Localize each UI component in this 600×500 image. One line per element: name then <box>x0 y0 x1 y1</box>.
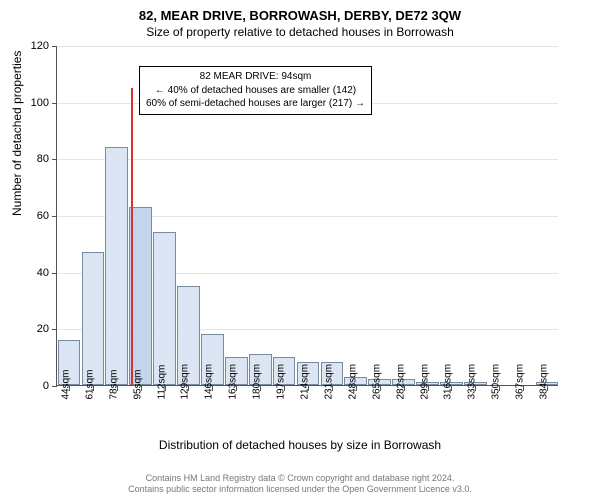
attribution-footer: Contains HM Land Registry data © Crown c… <box>0 473 600 496</box>
y-tick-label: 60 <box>9 210 49 222</box>
x-axis-title: Distribution of detached houses by size … <box>0 438 600 452</box>
histogram-chart: 02040608010012044sqm61sqm78sqm95sqm112sq… <box>56 46 576 416</box>
y-tick-mark <box>52 103 57 104</box>
y-tick-label: 20 <box>9 323 49 335</box>
histogram-bar <box>153 232 176 385</box>
y-tick-mark <box>52 216 57 217</box>
annotation-line: 82 MEAR DRIVE: 94sqm <box>146 70 365 84</box>
footer-line: Contains public sector information licen… <box>0 484 600 496</box>
y-tick-mark <box>52 273 57 274</box>
y-tick-mark <box>52 329 57 330</box>
y-tick-label: 100 <box>9 97 49 109</box>
y-tick-mark <box>52 159 57 160</box>
y-tick-label: 0 <box>9 380 49 392</box>
plot-area: 02040608010012044sqm61sqm78sqm95sqm112sq… <box>56 46 558 386</box>
y-axis-title: Number of detached properties <box>10 51 24 216</box>
annotation-line: 60% of semi-detached houses are larger (… <box>146 97 365 111</box>
y-tick-mark <box>52 46 57 47</box>
histogram-bar <box>105 147 128 385</box>
y-tick-label: 80 <box>9 153 49 165</box>
gridline <box>57 46 558 47</box>
annotation-line: ← 40% of detached houses are smaller (14… <box>146 84 365 98</box>
annotation-box: 82 MEAR DRIVE: 94sqm← 40% of detached ho… <box>139 66 372 115</box>
page-title: 82, MEAR DRIVE, BORROWASH, DERBY, DE72 3… <box>0 0 600 23</box>
page-subtitle: Size of property relative to detached ho… <box>0 23 600 39</box>
footer-line: Contains HM Land Registry data © Crown c… <box>0 473 600 485</box>
property-marker-line <box>131 88 133 386</box>
y-tick-label: 40 <box>9 267 49 279</box>
y-tick-mark <box>52 386 57 387</box>
histogram-bar <box>82 252 105 385</box>
y-tick-label: 120 <box>9 40 49 52</box>
